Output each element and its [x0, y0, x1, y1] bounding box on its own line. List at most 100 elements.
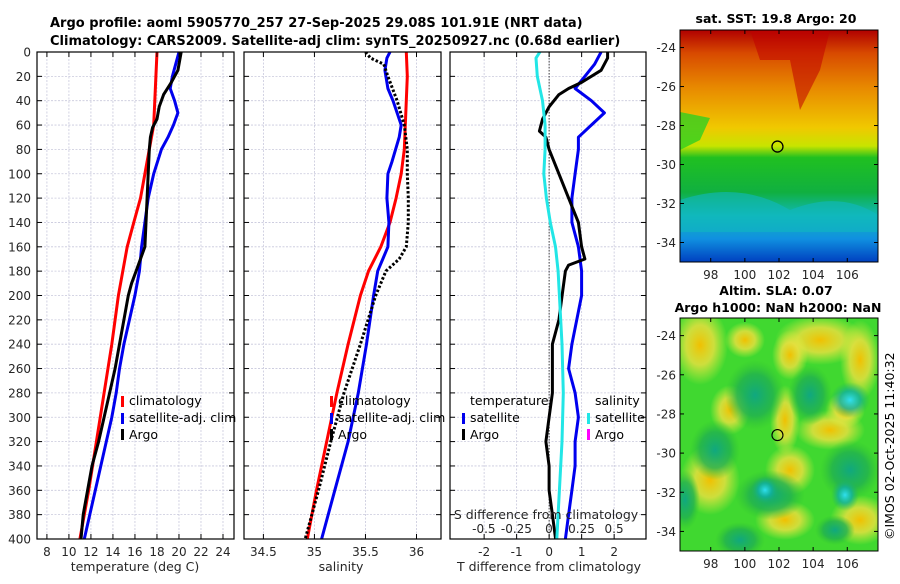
map-x-tick-label: 106 — [836, 268, 859, 282]
sst-argo-location-marker — [771, 140, 784, 153]
x-tick-label: 24 — [215, 545, 230, 559]
x-tick-label: 10 — [61, 545, 76, 559]
legend-swatch-argo — [121, 429, 124, 440]
x-tick-label: 35.5 — [352, 545, 379, 559]
map-x-tick-label: 98 — [703, 268, 718, 282]
sla-anomaly-patch — [680, 470, 700, 530]
sst-map-title: sat. SST: 19.8 Argo: 20 — [696, 11, 857, 26]
series-line-argo — [303, 52, 410, 539]
legend-label-s-satellite: satellite — [595, 410, 645, 425]
s-axis-tick-label: -0.5 — [472, 522, 495, 536]
x-tick-label: 0 — [545, 545, 553, 559]
y-tick-label: 160 — [8, 240, 31, 254]
legend-label-argo: Argo — [129, 427, 158, 442]
map-y-tick-label: -24 — [656, 329, 676, 343]
legend-label-s-argo: Argo — [595, 427, 624, 442]
legend-swatch-t-satellite — [462, 413, 465, 424]
y-tick-label: 80 — [16, 143, 31, 157]
s-axis-tick-label: -0.25 — [501, 522, 532, 536]
legend-label-satellite: satellite-adj. clim — [338, 410, 445, 425]
x-tick-label: 22 — [193, 545, 208, 559]
sst-cyan-band — [680, 192, 878, 232]
y-tick-label: 260 — [8, 362, 31, 376]
temperature-xlabel: temperature (deg C) — [71, 559, 200, 574]
map-y-tick-label: -34 — [656, 525, 676, 539]
y-tick-label: 320 — [8, 435, 31, 449]
legend-swatch-climatology — [121, 396, 124, 407]
legend-label-argo: Argo — [338, 427, 367, 442]
sla-map-title-line1: Altim. SLA: 0.07 — [719, 283, 832, 298]
legend-swatch-s-argo — [587, 429, 590, 440]
sla-anomaly-patch — [680, 318, 728, 385]
y-tick-label: 240 — [8, 338, 31, 352]
legend-title-salinity: salinity — [595, 393, 640, 408]
x-tick-label: 20 — [171, 545, 186, 559]
copyright-label: ©IMOS 02-Oct-2025 11:40:32 — [882, 352, 897, 540]
map-y-tick-label: -28 — [656, 407, 676, 421]
map-y-tick-label: -30 — [656, 158, 676, 172]
series-line-satellite-adj-clim — [82, 52, 181, 539]
map-y-tick-label: -26 — [656, 368, 676, 382]
legend-swatch-argo — [330, 429, 333, 440]
y-tick-label: 140 — [8, 216, 31, 230]
legend-label-climatology: climatology — [129, 393, 202, 408]
y-tick-label: 360 — [8, 484, 31, 498]
sla-map-title-line2: Argo h1000: NaN h2000: NaN — [675, 300, 882, 315]
sla-anomaly-patch — [815, 515, 855, 545]
series-line-argo — [79, 52, 183, 539]
s-axis-tick-label: 0.25 — [568, 522, 595, 536]
y-tick-label: 100 — [8, 167, 31, 181]
salinity-xlabel: salinity — [319, 559, 364, 574]
x-tick-label: -2 — [478, 545, 490, 559]
map-x-tick-label: 100 — [733, 268, 756, 282]
y-tick-label: 120 — [8, 192, 31, 206]
y-tick-label: 220 — [8, 313, 31, 327]
s-axis-tick-label: 0 — [545, 522, 553, 536]
s-axis-tick-label: 0.5 — [605, 522, 624, 536]
series-line-climatology — [78, 52, 159, 539]
legend-label-climatology: climatology — [338, 393, 411, 408]
series-line-satellite-adj-clim — [320, 52, 403, 539]
sst-warm-tongue — [750, 30, 830, 110]
sla-argo-location-marker — [771, 429, 784, 442]
x-tick-label: 16 — [127, 545, 142, 559]
difference-legend-temperature: temperature satellite Argo — [462, 393, 549, 442]
sla-anomaly-patch — [840, 320, 878, 400]
sla-anomaly-patch — [751, 476, 779, 504]
x-tick-label: -1 — [511, 545, 523, 559]
y-tick-label: 340 — [8, 459, 31, 473]
legend-label-t-argo: Argo — [470, 427, 499, 442]
y-tick-label: 180 — [8, 265, 31, 279]
y-tick-label: 300 — [8, 411, 31, 425]
sla-map-axes: 98 100 102 104 106 -24 -26 -28 -30 -32 -34 — [656, 318, 878, 571]
y-tick-label: 0 — [23, 46, 31, 60]
y-tick-label: 60 — [16, 119, 31, 133]
s-difference-xlabel: S difference from climatology — [454, 507, 639, 522]
sst-map — [680, 30, 878, 262]
y-tick-label: 280 — [8, 386, 31, 400]
difference-panel: -2 -1 0 1 2 -0.5 -0.25 0 0.25 0.5 — [449, 51, 647, 559]
map-y-tick-label: -26 — [656, 80, 676, 94]
sla-anomaly-patch — [725, 322, 765, 358]
sla-anomaly-patch — [772, 330, 808, 380]
sst-green-intrusion — [680, 112, 710, 150]
map-y-tick-label: -30 — [656, 447, 676, 461]
map-x-tick-label: 98 — [703, 557, 718, 571]
figure-title-line2: Climatology: CARS2009. Satellite-adj cli… — [50, 34, 620, 49]
sst-map-axes: 98 100 102 104 106 -24 -26 -28 -30 -32 -34 — [656, 30, 878, 282]
y-tick-label: 400 — [8, 533, 31, 547]
x-tick-label: 18 — [149, 545, 164, 559]
legend-swatch-s-satellite — [587, 413, 590, 424]
series-group — [78, 52, 183, 539]
sla-anomaly-patch — [725, 360, 785, 430]
series-line-temperature-argo — [537, 52, 610, 539]
map-y-tick-label: -24 — [656, 41, 676, 55]
legend-label-satellite: satellite-adj. clim — [129, 410, 236, 425]
map-y-tick-label: -32 — [656, 486, 676, 500]
sla-anomaly-patch — [690, 420, 740, 480]
temperature-panel: 0 20 40 60 80 100 120 140 160 180 200 220 240 260 280 3… — [8, 46, 235, 559]
salinity-legend: climatology satellite-adj. clim Argo — [330, 393, 445, 442]
map-y-tick-label: -28 — [656, 119, 676, 133]
map-x-tick-label: 102 — [768, 557, 791, 571]
